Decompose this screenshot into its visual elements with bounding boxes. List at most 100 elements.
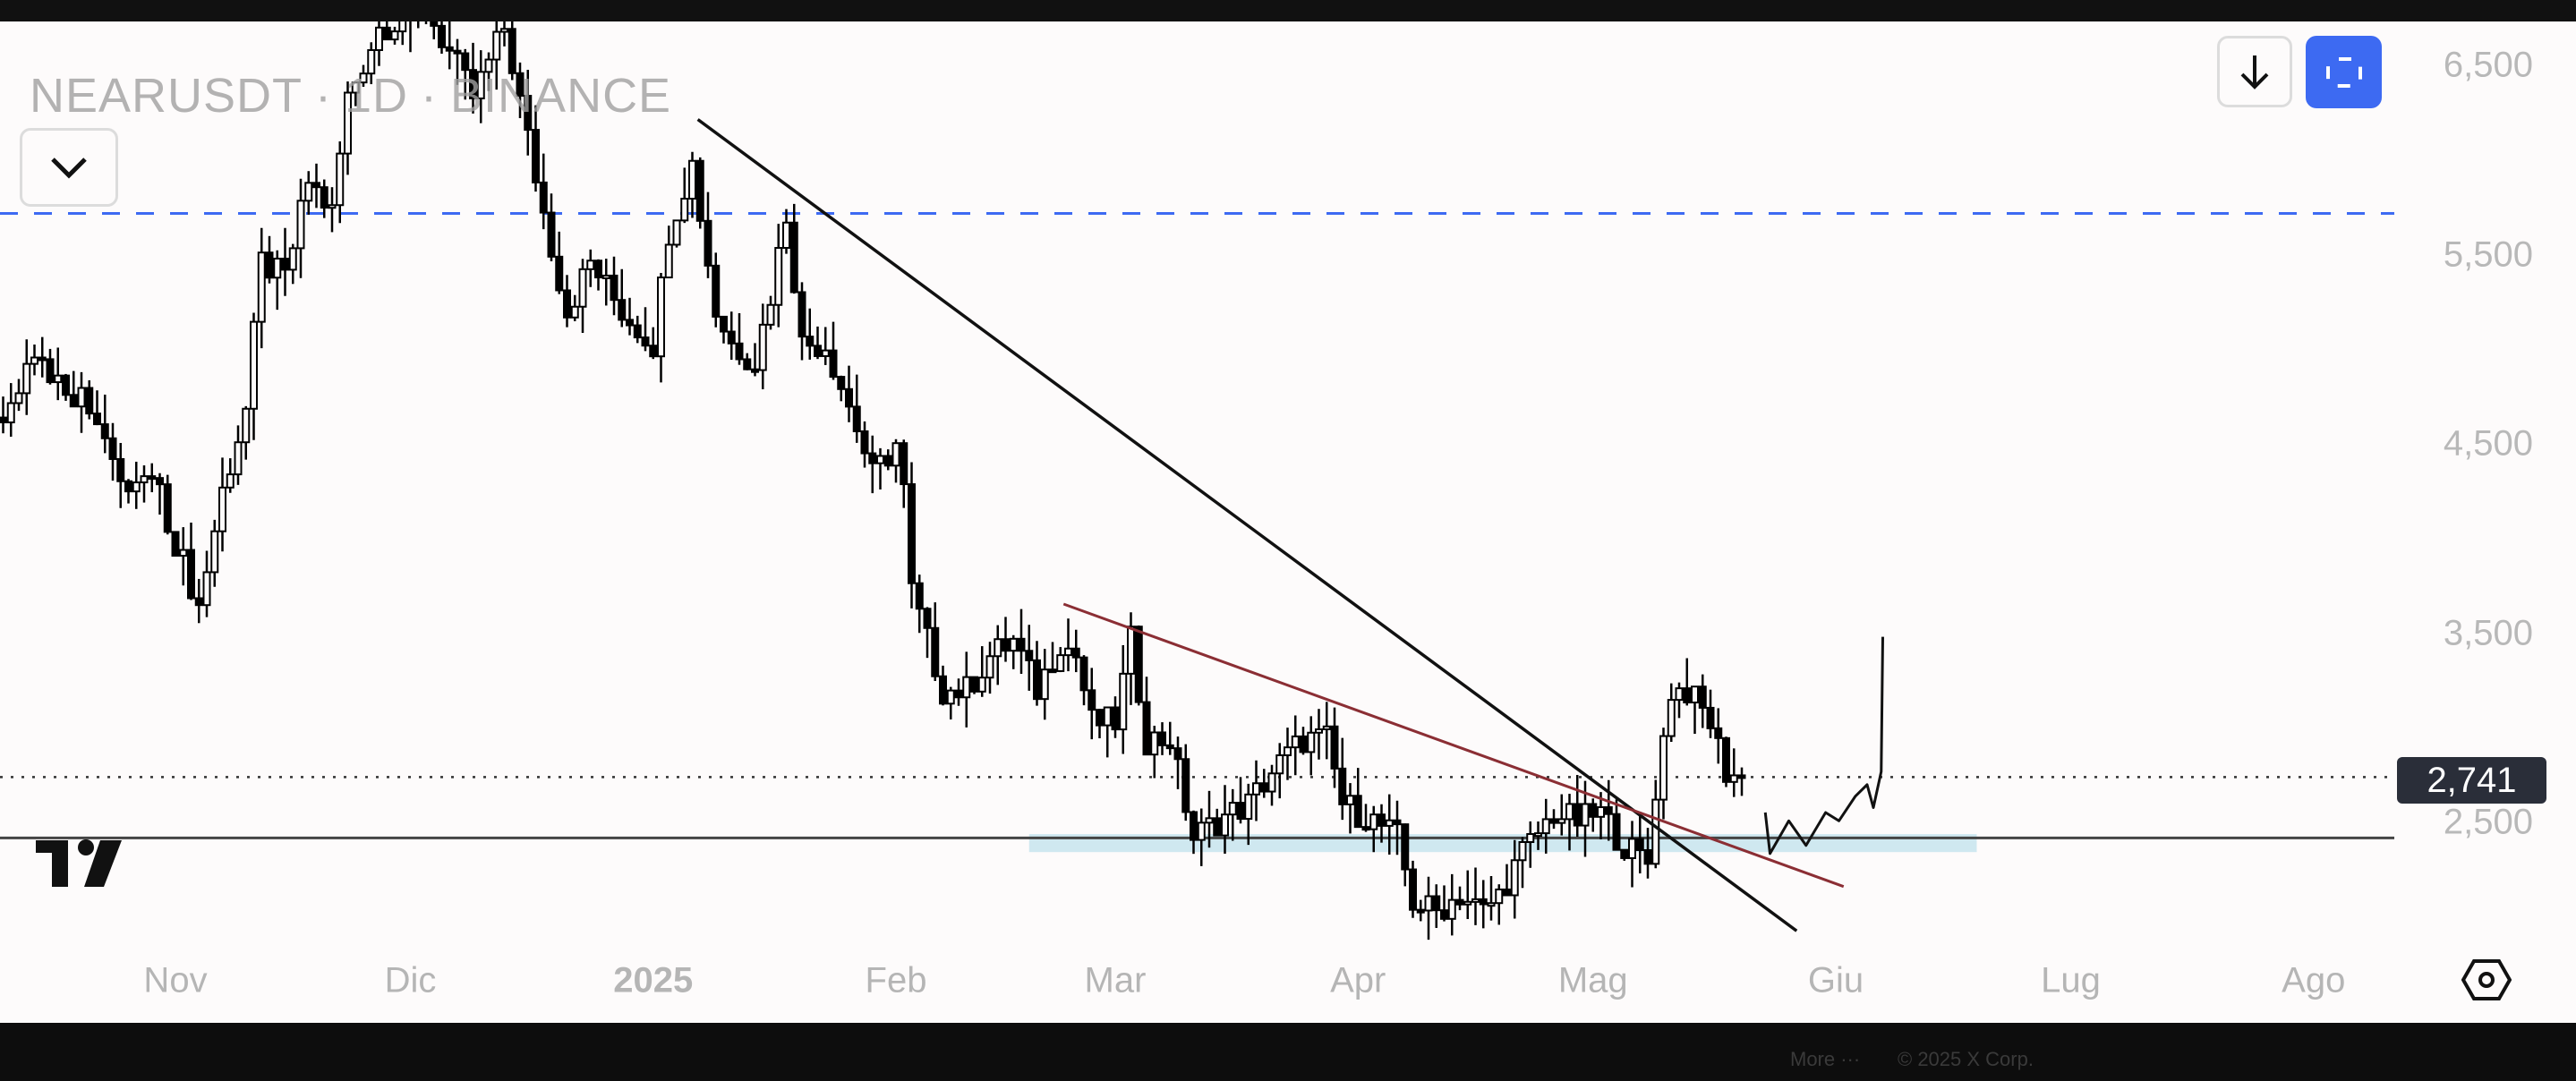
candle-body [250, 320, 258, 410]
fullscreen-button[interactable] [2306, 36, 2382, 108]
candle-body [727, 330, 736, 345]
candle-body [1071, 647, 1080, 659]
candle [688, 151, 696, 218]
candle [758, 303, 767, 389]
red-trendline [1062, 602, 1845, 889]
candle [445, 21, 454, 70]
candle [806, 308, 815, 360]
candle-body [1659, 735, 1668, 801]
arrow-down-icon [2240, 55, 2269, 89]
candle-body [1503, 888, 1511, 897]
candle [1691, 685, 1699, 735]
candle [93, 390, 101, 426]
candle-body [1526, 832, 1535, 844]
candle [304, 171, 313, 215]
candle-body [1103, 706, 1112, 727]
candle-body [1291, 735, 1300, 749]
candle-body [124, 480, 132, 493]
candle-body [798, 291, 806, 338]
candle-body [649, 345, 658, 358]
candle [132, 461, 141, 509]
candle-body [845, 387, 853, 408]
candle [1471, 867, 1480, 925]
candle [1158, 722, 1166, 755]
x-tick-label: Apr [1330, 960, 1386, 1000]
candle [837, 375, 846, 402]
price-chart[interactable] [0, 21, 2576, 1023]
candle [1495, 884, 1504, 925]
candle-body [923, 608, 932, 629]
y-tick-label: 6,500 [2443, 45, 2533, 85]
candle [54, 347, 63, 401]
candle-body [312, 182, 320, 189]
candle [672, 219, 681, 248]
candle-body [359, 72, 368, 84]
candle-body [1353, 795, 1362, 829]
candle [1557, 794, 1566, 836]
candle-body [69, 394, 78, 408]
candle-body [1675, 687, 1684, 702]
candle [1134, 625, 1143, 706]
legend-toggle-button[interactable] [20, 128, 118, 207]
candle [954, 678, 963, 706]
downtrend-line [696, 118, 1798, 932]
candle [821, 327, 830, 365]
candle [1064, 618, 1072, 672]
candle [1573, 775, 1582, 837]
candle-body [100, 423, 109, 439]
candle [140, 465, 149, 503]
candle-body [390, 30, 399, 41]
more-link[interactable]: More ··· [1790, 1048, 1861, 1070]
candle [1173, 736, 1182, 789]
candle-body [570, 305, 579, 319]
symbol-name: NEARUSDT [30, 69, 303, 123]
chart-panel[interactable]: NEARUSDT · 1D · BINANCE 6,500 5,500 4,500 3,500… [0, 21, 2576, 1023]
candle [1722, 736, 1730, 787]
candle-body [54, 374, 63, 384]
candle-body [46, 358, 55, 384]
candle-body [22, 362, 31, 395]
candle [618, 268, 627, 328]
candle [1416, 899, 1425, 922]
candle [171, 531, 180, 558]
candle-body [735, 342, 744, 361]
candle-body [837, 376, 846, 390]
candle-body [62, 374, 70, 396]
candle-body [218, 486, 226, 532]
candle [1487, 875, 1496, 921]
candle [367, 42, 376, 85]
candle [438, 21, 446, 55]
candle [226, 458, 235, 493]
candle [1009, 634, 1018, 669]
candle [751, 343, 759, 377]
download-button[interactable] [2217, 36, 2292, 107]
candle-body [257, 251, 266, 323]
y-tick-label: 5,500 [2443, 234, 2533, 275]
candle [774, 224, 783, 328]
candle [798, 282, 806, 361]
candle [344, 81, 352, 175]
candle-body [336, 152, 345, 207]
candle-body [555, 255, 564, 292]
candle-body [664, 243, 673, 279]
candle [124, 479, 132, 504]
candle [1447, 873, 1456, 936]
candle-body [915, 582, 924, 610]
candle-body [1369, 813, 1378, 830]
candle-body [985, 655, 994, 679]
candle-body [304, 182, 313, 202]
candle-body [1056, 654, 1065, 672]
candle [1228, 788, 1237, 841]
candle [1017, 609, 1026, 675]
candle-body [476, 71, 485, 99]
candle [1549, 809, 1558, 830]
settings-hexagon-icon[interactable] [2461, 958, 2512, 1002]
candle-body [140, 475, 149, 484]
candle-body [633, 324, 642, 339]
candle-body [1667, 699, 1676, 737]
candle-body [187, 549, 195, 600]
candle-body [1158, 731, 1166, 746]
candle-body [398, 21, 407, 33]
candle-body [1698, 685, 1707, 709]
candle-body [657, 277, 665, 358]
